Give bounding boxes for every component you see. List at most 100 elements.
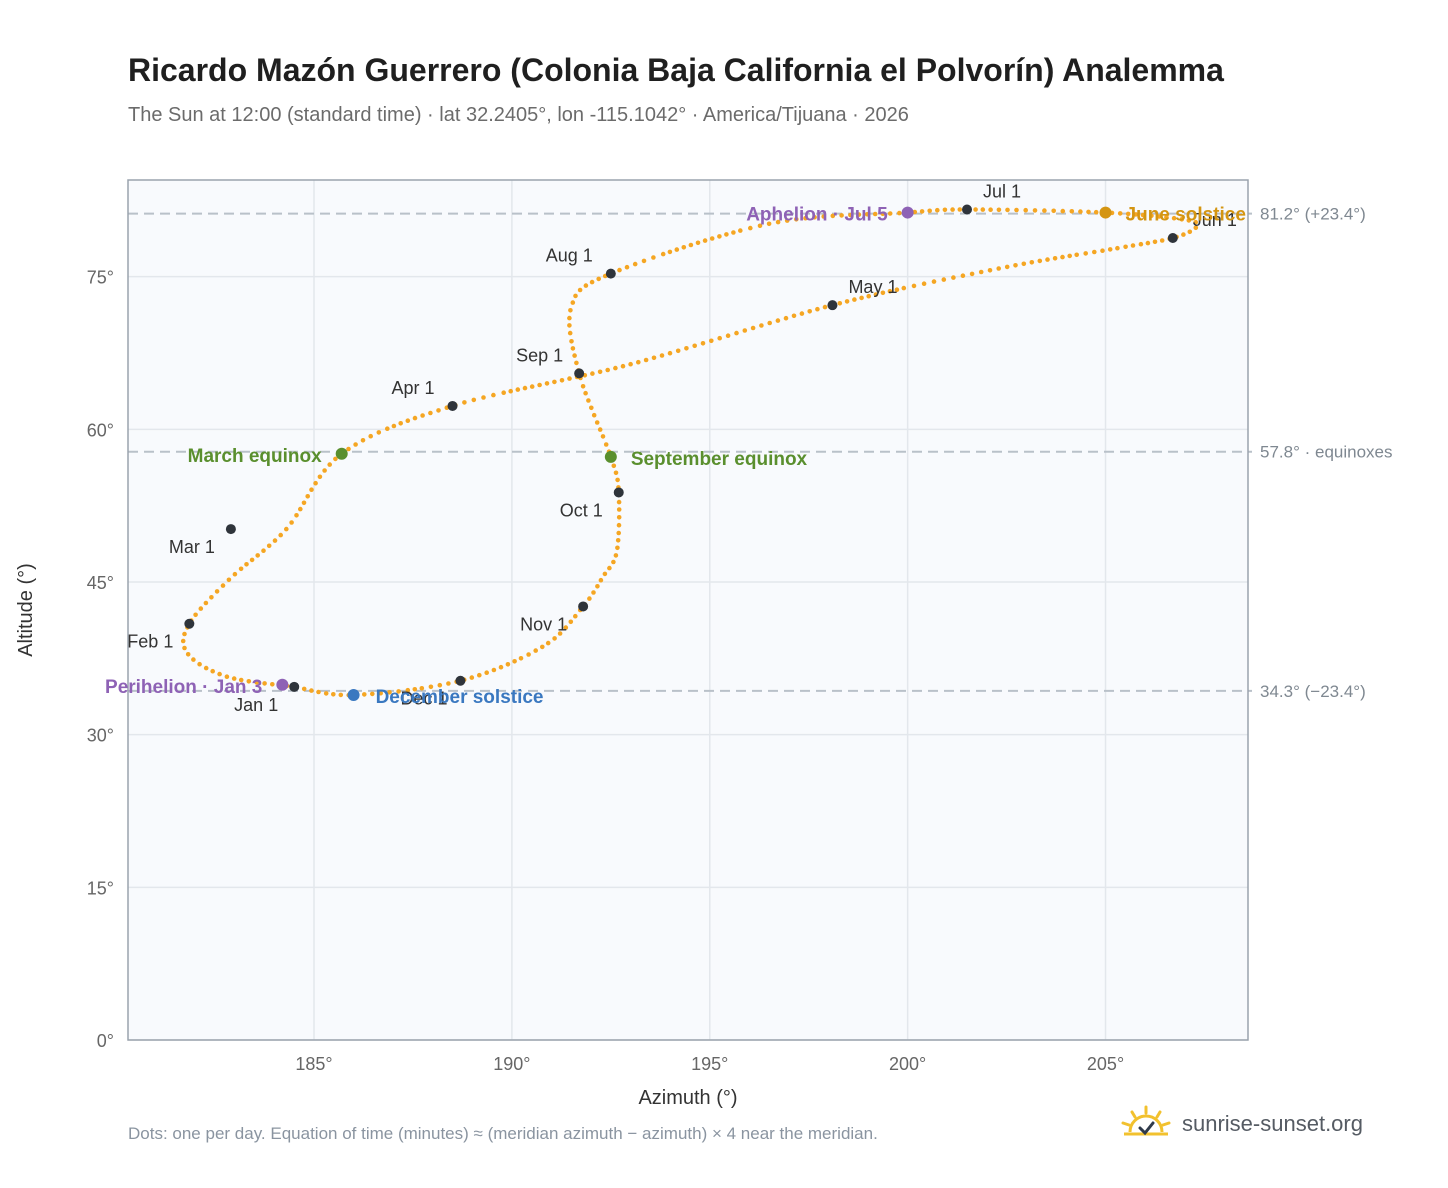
analemma-day-dot [613, 553, 619, 558]
event-label: Perihelion · Jan 3 [105, 677, 262, 698]
footnote: Dots: one per day. Equation of time (min… [128, 1124, 878, 1143]
analemma-day-dot [783, 315, 789, 321]
analemma-day-dot [681, 245, 687, 250]
analemma-day-dot [182, 645, 187, 651]
analemma-day-dot [368, 433, 374, 439]
analemma-day-dot [597, 427, 603, 432]
analemma-day-dot [1156, 214, 1162, 219]
analemma-day-dot [396, 689, 401, 694]
analemma-day-dot [591, 590, 596, 595]
analemma-day-dot [921, 281, 927, 287]
analemma-day-dot [505, 662, 511, 667]
month-marker [574, 368, 585, 379]
analemma-day-dot [515, 387, 521, 392]
analemma-day-dot [738, 228, 743, 233]
analemma-day-dot [333, 456, 338, 462]
plot-area [128, 180, 1248, 1040]
analemma-day-dot [734, 330, 739, 336]
analemma-day-dot [559, 378, 565, 383]
analemma-day-dot [1013, 263, 1018, 268]
analemma-day-dot [1107, 247, 1113, 252]
analemma-day-dot [616, 515, 622, 520]
analemma-day-dot [491, 667, 497, 673]
analemma-day-dot [911, 283, 917, 289]
analemma-day-dot [405, 687, 411, 693]
analemma-day-dot [570, 346, 576, 351]
analemma-day-dot [191, 657, 196, 662]
analemma-day-dot [591, 412, 597, 418]
analemma-day-dot [301, 686, 307, 692]
analemma-day-dot [1125, 211, 1131, 217]
analemma-day-dot [636, 359, 641, 365]
x-axis-title: Azimuth (°) [638, 1087, 737, 1109]
analemma-day-dot [1193, 225, 1199, 231]
brand-name: sunrise-sunset.org [1182, 1111, 1363, 1136]
analemma-day-dot [587, 596, 592, 601]
analemma-day-dot [586, 398, 591, 403]
analemma-day-dot [830, 213, 836, 219]
analemma-day-dot [1083, 251, 1088, 256]
analemma-day-dot [185, 652, 191, 657]
analemma-day-dot [1067, 253, 1072, 259]
analemma-day-dot [613, 365, 618, 371]
month-marker [1167, 233, 1178, 244]
analemma-day-dot [198, 606, 204, 611]
analemma-day-dot [603, 442, 609, 447]
analemma-day-dot [567, 323, 572, 328]
analemma-day-dot [533, 648, 538, 653]
analemma-day-dot [700, 341, 706, 346]
analemma-day-dot [1133, 212, 1139, 217]
analemma-day-dot [238, 677, 244, 683]
month-marker [578, 601, 589, 612]
month-marker [225, 524, 236, 535]
analemma-day-dot [1149, 213, 1154, 218]
analemma-day-dot [262, 681, 267, 686]
analemma-day-dot [529, 384, 535, 389]
analemma-day-dot [193, 612, 198, 618]
analemma-day-dot [220, 583, 226, 588]
analemma-day-dot [214, 589, 220, 594]
analemma-day-dot [540, 644, 545, 650]
analemma-day-dot [590, 371, 595, 376]
analemma-day-dot [675, 348, 681, 354]
analemma-day-dot [469, 675, 475, 680]
event-label: June solstice [1126, 205, 1246, 226]
analemma-day-dot [376, 430, 382, 435]
analemma-day-dot [1014, 207, 1019, 213]
analemma-day-dot [583, 390, 588, 396]
brand[interactable]: sunrise-sunset.org [1120, 1100, 1363, 1148]
analemma-day-dot [742, 328, 748, 333]
analemma-day-dot [180, 638, 186, 644]
analemma-day-dot [203, 665, 209, 671]
analemma-day-dot [471, 397, 477, 403]
analemma-day-dot [616, 507, 622, 512]
y-tick-label: 15° [87, 878, 114, 898]
analemma-day-dot [289, 520, 294, 525]
analemma-day-dot [428, 410, 433, 416]
analemma-day-dot [1074, 252, 1079, 258]
analemma-day-dot [378, 690, 384, 696]
analemma-day-dot [978, 269, 984, 275]
analemma-day-dot [1138, 241, 1144, 247]
analemma-day-dot [298, 506, 303, 512]
analemma-day-dot [1086, 209, 1091, 215]
analemma-day-dot [880, 211, 886, 217]
analemma-day-dot [1093, 209, 1099, 215]
analemma-day-dot [353, 442, 358, 447]
analemma-day-dot [799, 311, 805, 316]
analemma-day-dot [294, 513, 299, 518]
analemma-day-dot [522, 385, 528, 391]
event-marker [1099, 206, 1112, 219]
analemma-day-dot [537, 382, 542, 388]
analemma-day-dot [651, 255, 656, 260]
analemma-day-dot [942, 207, 948, 213]
analemma-day-dot [1092, 249, 1097, 255]
analemma-day-dot [852, 297, 857, 302]
analemma-day-dot [775, 219, 781, 225]
analemma-day-dot [803, 215, 808, 221]
analemma-day-dot [589, 279, 595, 285]
analemma-day-dot [481, 395, 486, 400]
event-marker [901, 206, 914, 219]
analemma-day-dot [702, 238, 708, 243]
analemma-day-dot [602, 571, 608, 577]
